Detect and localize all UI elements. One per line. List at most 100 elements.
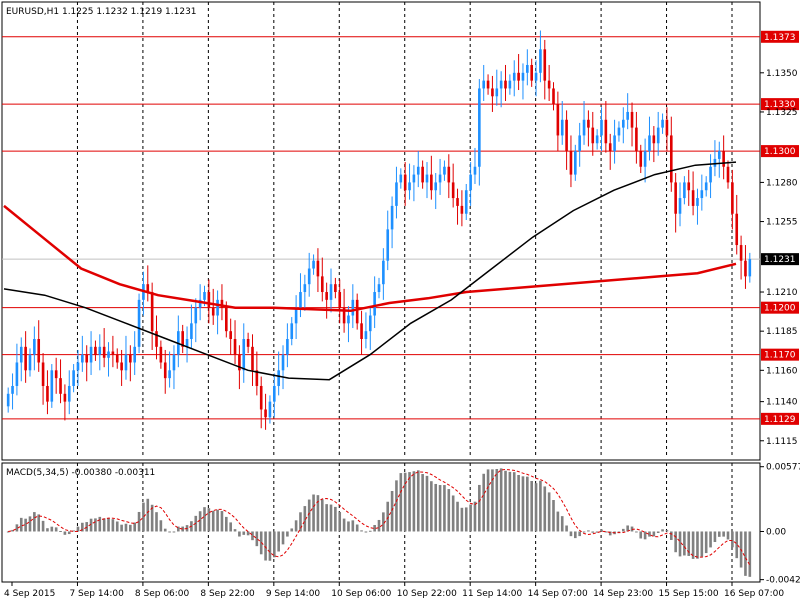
y-tick-label: 1.1185 [766, 327, 798, 337]
candle-body [386, 229, 390, 261]
x-tick-label: 7 Sep 14:00 [69, 589, 124, 599]
macd-bar [560, 516, 564, 532]
macd-axis: 0.00577 0.00 -0.00429 [760, 463, 800, 586]
macd-bar [98, 516, 102, 532]
macd-bar [726, 531, 730, 540]
macd-bar [246, 531, 250, 536]
candle-body [24, 346, 27, 371]
macd-bar [94, 518, 97, 532]
level-label-bg [761, 348, 799, 361]
candle-body [443, 166, 446, 175]
macd-bar [329, 504, 333, 532]
macd-bar [272, 531, 276, 558]
macd-bar [731, 531, 734, 548]
macd-bar [203, 507, 206, 532]
macd-bar [521, 476, 525, 532]
candle-body [691, 190, 695, 206]
candle-body [556, 104, 560, 136]
macd-bar [307, 499, 311, 532]
macd-bar [669, 531, 673, 540]
macd-bar [604, 531, 608, 533]
candle-body [233, 338, 237, 355]
macd-bar [652, 531, 656, 537]
candle-body [72, 370, 75, 386]
macd-bar [15, 524, 19, 532]
candle-body [85, 354, 89, 363]
candle-body [534, 72, 538, 81]
macd-bar [617, 531, 621, 533]
candle-body [364, 331, 368, 339]
candle-body [678, 198, 682, 214]
candle-body [464, 190, 468, 214]
candle-body [591, 127, 595, 144]
macd-bar [325, 504, 328, 532]
x-tick-label: 10 Sep 06:00 [331, 589, 391, 599]
macd-bar [172, 531, 176, 533]
macd-bar [347, 521, 350, 532]
macd-bar [198, 511, 202, 532]
macd-bar [338, 511, 342, 532]
macd-bar [281, 531, 285, 545]
macd-bar [469, 504, 472, 532]
candle-body [543, 49, 547, 81]
macd-bar [41, 520, 45, 532]
candle-body [146, 284, 150, 293]
candle-body [460, 205, 464, 214]
candle-body [150, 292, 154, 332]
macd-bar [499, 468, 503, 532]
candle-body [469, 174, 472, 191]
candle-body [582, 119, 586, 136]
macd-bar [526, 476, 529, 532]
candle-body [307, 268, 311, 285]
macd-bar [216, 509, 219, 532]
candle-body [203, 292, 206, 300]
macd-bar [547, 492, 551, 532]
macd-bar [403, 472, 407, 532]
candle-body [194, 307, 198, 324]
x-tick-label: 11 Sep 14:00 [462, 589, 522, 599]
macd-tick-label: 0.00 [766, 527, 786, 537]
candle-body [652, 135, 656, 144]
candle-body [320, 276, 324, 293]
macd-bar [504, 470, 507, 532]
candle-body [133, 346, 137, 363]
y-tick-label: 1.1210 [766, 288, 798, 298]
macd-bar [89, 518, 93, 532]
y-tick-label: 1.1280 [766, 178, 798, 188]
candle-body [124, 354, 128, 371]
candle-body [731, 182, 734, 214]
candle-body [539, 49, 542, 73]
macd-bar [233, 529, 237, 532]
candle-body [648, 135, 651, 152]
candle-body [286, 338, 289, 355]
candle-body [355, 299, 359, 324]
candle-body [482, 80, 486, 89]
candle-body [517, 72, 520, 81]
macd-bar [373, 524, 376, 532]
macd-bar [408, 472, 411, 532]
candle-body [137, 299, 141, 347]
candle-body [155, 331, 158, 347]
level-label-bg [761, 412, 799, 425]
macd-bar [591, 531, 595, 533]
x-tick-label: 4 Sep 2015 [4, 589, 55, 599]
candle-body [486, 80, 490, 89]
candle-body [478, 88, 481, 167]
candle-body [163, 362, 167, 379]
macd-bar [255, 531, 259, 547]
candle-body [512, 72, 516, 81]
candle-body [604, 119, 608, 144]
macd-bar [390, 490, 394, 532]
macd-bar [63, 531, 67, 535]
level-label: 1.1200 [764, 304, 796, 314]
candle-body [120, 362, 123, 371]
macd-bar [386, 501, 390, 532]
macd-bar [556, 511, 560, 532]
candle-body [621, 119, 625, 128]
macd-bar [382, 512, 385, 532]
candle-body [46, 385, 49, 402]
macd-bar [643, 531, 647, 540]
macd-bar [355, 524, 359, 532]
x-tick-label: 8 Sep 22:00 [200, 589, 255, 599]
macd-bar [150, 504, 154, 532]
